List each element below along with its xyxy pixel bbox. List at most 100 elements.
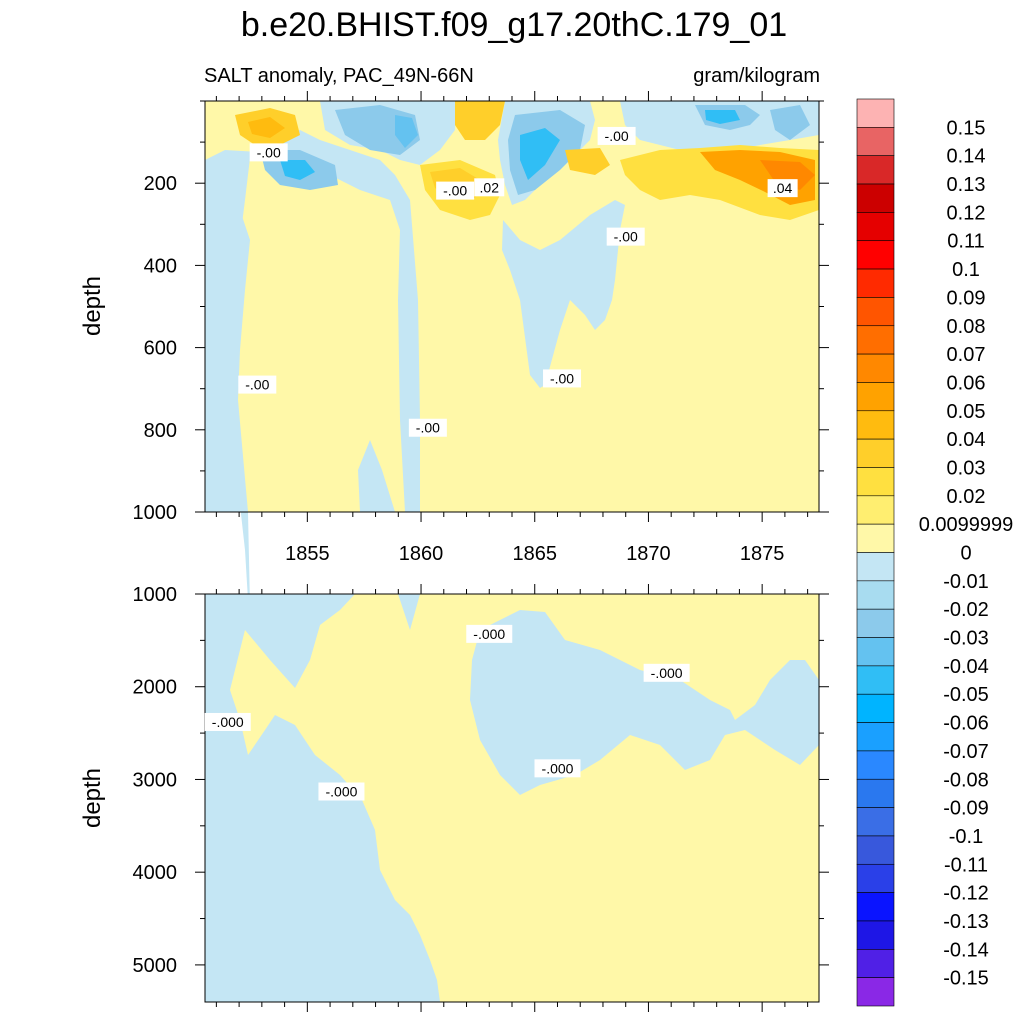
contour-label: -.00	[408, 418, 447, 437]
upper-negative-region-topright	[620, 101, 819, 155]
colorbar-label: -0.15	[943, 968, 989, 990]
contour-label-bg	[606, 227, 645, 246]
colorbar-label: 0.04	[947, 429, 986, 451]
colorbar-box	[856, 410, 895, 440]
colorbar-label: 0.14	[947, 146, 986, 168]
contour-label: -.00	[606, 227, 645, 246]
y-tick-label: 4000	[133, 862, 178, 884]
colorbar-box	[856, 552, 895, 582]
upper-contour-labels: -.00 -.00 .02 -.00 .04 -.00 -.00 -.00 -.00	[238, 126, 798, 437]
colorbar-box	[856, 835, 895, 865]
upper-x-ticks: 1855 1860 1865 1870 1875	[215, 91, 809, 565]
colorbar-box	[856, 98, 895, 128]
colorbar-label: 0.02	[947, 486, 986, 508]
colorbar-label: -0.01	[943, 571, 989, 593]
colorbar-box	[856, 495, 895, 525]
colorbar-label: -0.13	[943, 911, 989, 933]
colorbar-label: -0.12	[943, 883, 989, 905]
colorbar-box	[856, 155, 895, 185]
contour-label-text: -.00	[614, 229, 638, 245]
chart-title: b.e20.BHIST.f09_g17.20thC.179_01	[241, 6, 787, 44]
colorbar-box	[856, 665, 895, 695]
colorbar-box	[856, 325, 895, 355]
colorbar-label: -0.02	[943, 599, 989, 621]
x-tick-label: 1865	[512, 543, 557, 565]
contour-label-text: -.000	[651, 665, 683, 681]
contour-label-bg	[643, 663, 690, 682]
colorbar-box	[856, 212, 895, 242]
contour-label-text: -.00	[443, 183, 467, 199]
contour-label: -.000	[534, 759, 581, 778]
lower-contour-labels: -.000 -.000 -.000 -.000 -.000	[204, 624, 690, 801]
colorbar-box	[856, 977, 895, 1007]
x-tick-label: 1855	[285, 543, 330, 565]
contour-label-bg	[466, 624, 513, 643]
colorbar-box	[856, 949, 895, 978]
upper-negative-strong-6	[520, 128, 560, 180]
contour-label-bg	[436, 181, 475, 200]
y-tick-label: 5000	[133, 955, 178, 977]
colorbar-label: 0.15	[947, 117, 986, 139]
y-tick-label: 1000	[133, 502, 178, 524]
y-tick-label: 1000	[133, 584, 178, 606]
contour-label: -.000	[318, 782, 365, 801]
colorbar-label: 0.09	[947, 287, 986, 309]
colorbar-label: 0.13	[947, 174, 986, 196]
contour-label-bg	[249, 143, 288, 162]
contour-label: -.00	[597, 126, 636, 145]
contour-label: -.00	[238, 375, 277, 394]
contour-label-bg	[204, 712, 251, 731]
y-tick-label: 2000	[133, 677, 178, 699]
colorbar: 0.15 0.14 0.13 0.12 0.11 0.1 0.09 0.08 0.07 0.06 0…	[856, 98, 1013, 1007]
contour-label-bg	[767, 179, 798, 198]
colorbar-box	[856, 863, 895, 893]
lower-negative-region-notch	[398, 594, 420, 630]
colorbar-label: -0.11	[944, 854, 988, 876]
colorbar-box	[856, 297, 895, 327]
upper-y-ticks: 200 400 600 800 1000	[133, 100, 829, 524]
contour-label-bg	[318, 782, 365, 801]
colorbar-label: -0.03	[943, 628, 989, 650]
colorbar-label: 0.08	[947, 316, 986, 338]
x-tick-label: 1870	[626, 543, 671, 565]
colorbar-label: 0.05	[947, 401, 986, 423]
contour-label-bg	[543, 369, 582, 388]
contour-label-text: -.000	[325, 784, 357, 800]
colorbar-label: -0.07	[943, 741, 989, 763]
contour-label: -.00	[249, 143, 288, 162]
colorbar-label: -0.08	[943, 769, 989, 791]
colorbar-box	[856, 722, 895, 752]
upper-y-axis-label: depth	[79, 276, 106, 336]
contour-label: .04	[767, 179, 798, 198]
colorbar-box	[856, 750, 895, 780]
contour-label-text: .04	[773, 180, 793, 196]
lower-negative-region-right	[470, 610, 819, 795]
colorbar-box	[856, 892, 895, 922]
upper-negative-strong-4	[280, 160, 315, 180]
colorbar-box	[856, 523, 895, 553]
colorbar-label: -0.14	[943, 939, 989, 961]
colorbar-box	[856, 268, 895, 298]
contour-label: -.00	[436, 181, 475, 200]
upper-positive-strong-8	[760, 160, 815, 190]
colorbar-box	[856, 693, 895, 723]
colorbar-label: -0.05	[943, 684, 989, 706]
y-tick-label: 200	[144, 173, 177, 195]
colorbar-box	[856, 580, 895, 610]
contour-label: -.000	[204, 712, 251, 731]
contour-label: -.00	[543, 369, 582, 388]
chart-subtitle-left: SALT anomaly, PAC_49N-66N	[204, 65, 474, 87]
upper-negative-region-mid	[502, 200, 625, 388]
colorbar-box	[856, 438, 895, 468]
colorbar-label: -0.04	[943, 656, 989, 678]
colorbar-label: 0.11	[947, 231, 984, 253]
contour-label-text: -.000	[542, 760, 574, 776]
colorbar-box	[856, 240, 895, 270]
contour-label-text: -.00	[605, 128, 629, 144]
colorbar-label: 0	[960, 543, 971, 565]
lower-x-ticks	[215, 584, 809, 1012]
contour-label-bg	[408, 418, 447, 437]
colorbar-label: 0.06	[947, 372, 986, 394]
x-tick-label: 1875	[740, 543, 785, 565]
